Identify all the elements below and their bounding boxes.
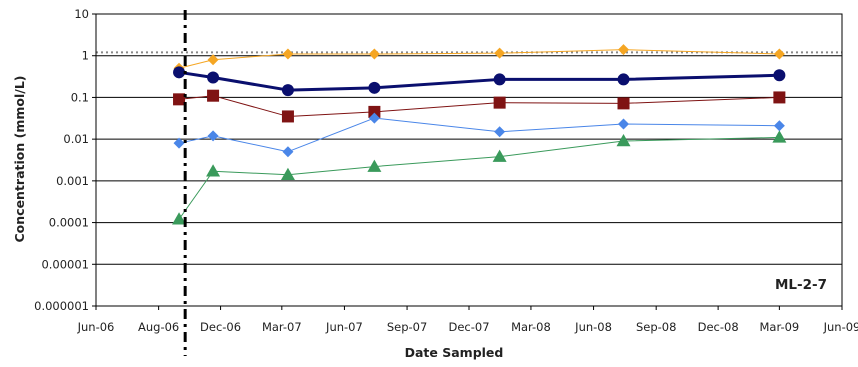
y-tick-label: 10 <box>74 7 89 21</box>
series-group <box>173 89 786 123</box>
data-point <box>773 48 785 60</box>
y-tick-label: 0.00001 <box>41 257 89 271</box>
x-tick-label: Mar-07 <box>262 320 302 334</box>
data-point <box>773 120 785 132</box>
data-point <box>772 130 787 143</box>
data-point <box>494 126 506 138</box>
data-point <box>617 97 630 110</box>
x-tick-label: Sep-07 <box>387 320 427 334</box>
data-point <box>173 93 186 106</box>
x-tick-label: Mar-08 <box>511 320 551 334</box>
data-point <box>282 146 294 158</box>
data-point <box>616 134 631 147</box>
x-tick-label: Mar-09 <box>760 320 800 334</box>
data-point <box>280 167 295 181</box>
x-tick-label: Aug-06 <box>138 320 179 334</box>
data-point <box>207 71 220 84</box>
series-group <box>172 130 787 225</box>
series-line <box>178 70 780 92</box>
data-point <box>773 69 786 82</box>
x-tick-labels: Jun-06 Aug-06 Dec-06 Mar-07 Jun-07 Sep-07 Dec-… <box>77 320 858 334</box>
y-tick-label: 1 <box>82 49 89 63</box>
y-tick-label: 0.0001 <box>49 216 89 230</box>
x-tick-label: Jun-09 <box>823 320 858 334</box>
data-point <box>207 89 220 102</box>
y-tick-label: 0.000001 <box>34 299 89 313</box>
series-group <box>173 44 785 74</box>
y-tick-label: 0.001 <box>56 174 89 188</box>
data-point <box>368 112 380 124</box>
y-axis-title: Concentration (mmol/L) <box>12 76 27 243</box>
data-point <box>172 212 187 225</box>
gridlines <box>96 55 842 265</box>
series-line <box>178 117 780 153</box>
data-point <box>281 84 294 97</box>
x-tick-label: Sep-08 <box>636 320 676 334</box>
data-point <box>368 48 380 60</box>
data-point <box>493 73 506 86</box>
series-line <box>178 49 780 69</box>
data-point <box>207 54 219 66</box>
plot-frame <box>92 13 843 310</box>
data-point <box>368 81 381 94</box>
data-point <box>368 105 381 118</box>
series-line <box>178 136 780 220</box>
data-point <box>207 130 219 142</box>
x-tick-label: Dec-08 <box>698 320 739 334</box>
x-tick-label: Jun-07 <box>325 320 363 334</box>
data-point <box>494 47 506 59</box>
data-point <box>492 149 507 162</box>
x-tick-label: Jun-06 <box>77 320 115 334</box>
data-point <box>281 110 294 123</box>
data-point <box>173 66 186 79</box>
data-point <box>618 118 630 130</box>
data-point <box>206 164 221 177</box>
data-series <box>172 44 787 225</box>
plot-border <box>95 13 843 307</box>
x-tick-label: Dec-06 <box>200 320 241 334</box>
data-point <box>617 73 630 86</box>
data-point <box>367 159 382 172</box>
x-tick-label: Dec-07 <box>448 320 489 334</box>
y-tick-label: 0.1 <box>71 90 89 104</box>
data-point <box>173 137 185 149</box>
x-tick-label: Jun-08 <box>574 320 612 334</box>
data-point <box>773 91 786 104</box>
x-axis-title: Date Sampled <box>405 345 504 360</box>
series-line <box>178 95 780 117</box>
y-tick-label: 0.01 <box>63 132 89 146</box>
panel-label: ML-2-7 <box>775 277 827 293</box>
y-tick-labels: 0.000001 0.00001 0.0001 0.001 0.01 0.1 1 10 <box>34 7 89 313</box>
data-point <box>618 44 630 56</box>
data-point <box>282 48 294 60</box>
series-group <box>173 66 786 97</box>
series-group <box>173 112 785 158</box>
data-point <box>493 96 506 109</box>
